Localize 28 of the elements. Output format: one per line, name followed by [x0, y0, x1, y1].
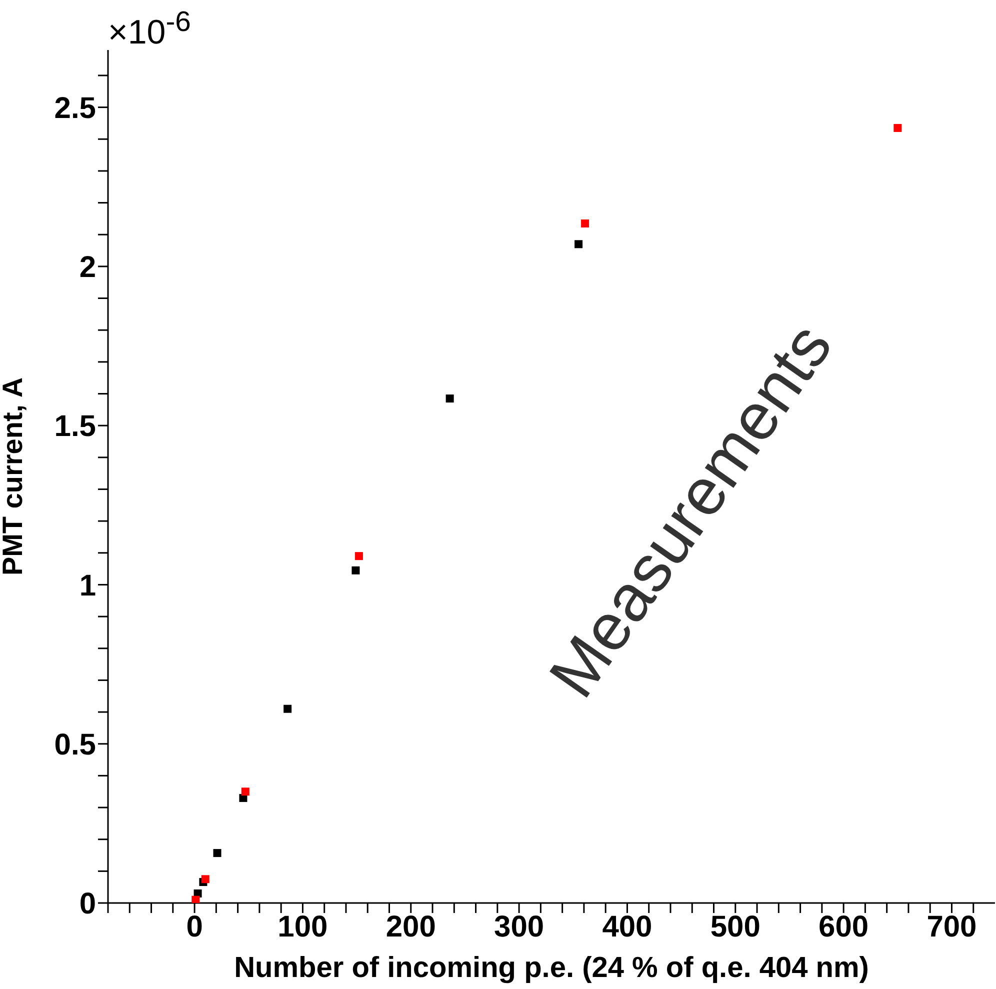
- point: [581, 219, 590, 228]
- annotation: ×10$^{-6}$: [108, 5, 191, 52]
- y-tick-label: 0: [79, 888, 96, 921]
- point: [446, 394, 454, 403]
- x-tick-label: 700: [926, 910, 977, 944]
- point: [213, 849, 222, 858]
- y-axis-title: PMT current, A: [0, 377, 28, 576]
- y-tick-label: 2: [79, 251, 96, 284]
- point: [241, 788, 250, 796]
- y-tick-label: 2.5: [54, 92, 96, 125]
- y-tick-label: 1.5: [54, 410, 96, 444]
- x-tick-label: 200: [386, 910, 436, 944]
- x-tick-label: 500: [710, 910, 760, 944]
- point: [894, 124, 902, 132]
- x-tick-label: 600: [818, 910, 869, 944]
- y-tick-label: 0.5: [54, 728, 96, 762]
- point: [284, 704, 292, 713]
- point: [354, 552, 363, 560]
- point: [192, 896, 200, 903]
- x-axis-title: Number of incoming p.e. (24 % of q.e. 404 nm): [234, 952, 869, 984]
- x-tick-label: 400: [602, 910, 652, 944]
- x-tick-label: 300: [494, 910, 544, 944]
- point: [201, 875, 210, 884]
- y-tick-label: 1: [79, 569, 96, 602]
- point: [574, 240, 583, 248]
- x-tick-label: 0: [186, 910, 203, 944]
- x-tick-label: 100: [278, 910, 328, 944]
- point: [352, 566, 360, 574]
